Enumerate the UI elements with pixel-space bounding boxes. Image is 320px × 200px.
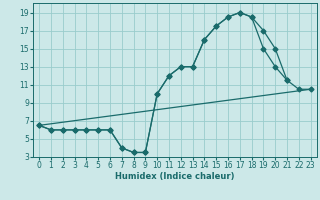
- X-axis label: Humidex (Indice chaleur): Humidex (Indice chaleur): [115, 172, 235, 181]
